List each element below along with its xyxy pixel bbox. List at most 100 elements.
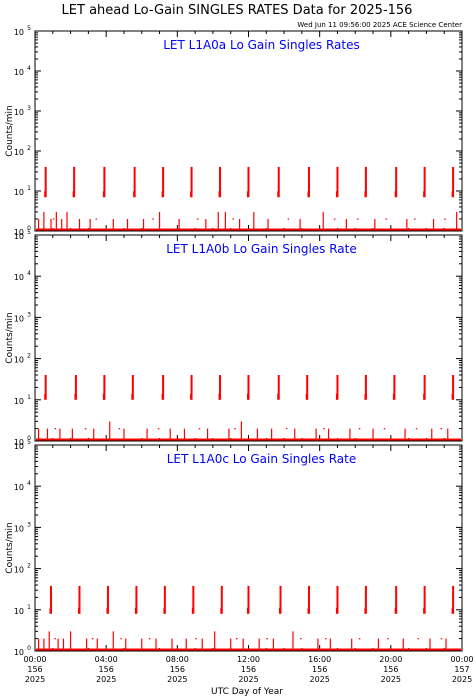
y-tick-exponent: 3: [27, 311, 31, 318]
data-point: [148, 638, 151, 640]
y-tick-exponent: 4: [27, 65, 31, 72]
y-tick-label: 10: [14, 483, 24, 492]
y-tick-exponent: 5: [27, 229, 31, 236]
data-point: [157, 428, 160, 430]
x-tick-label-day: 156: [312, 665, 327, 674]
x-tick-label-time: 12:00: [237, 655, 260, 664]
data-point: [95, 218, 97, 220]
y-tick-label: 10: [14, 188, 24, 197]
x-tick-label-year: 2025: [381, 675, 401, 684]
data-point: [54, 638, 57, 640]
plot-frame: [34, 444, 463, 652]
y-tick-exponent: 1: [27, 394, 31, 401]
y-tick-exponent: 3: [27, 105, 31, 112]
data-point: [415, 428, 418, 430]
panel-title: LET L1A0a Lo Gain Singles Rates: [163, 38, 360, 52]
data-point: [285, 428, 288, 430]
y-tick-label: 10: [14, 607, 24, 616]
x-tick-label-time: 00:00: [23, 655, 46, 664]
y-tick-label: 10: [14, 438, 24, 447]
x-tick-label-year: 2025: [238, 675, 258, 684]
y-tick-label: 10: [14, 524, 24, 533]
timestamp: Wed Jun 11 09:56:00 2025 ACE Science Cen…: [297, 21, 462, 29]
y-axis-label: Counts/min: [5, 522, 15, 573]
data-point: [417, 638, 420, 640]
data-point: [358, 638, 361, 640]
y-tick-label: 10: [14, 314, 24, 323]
data-point: [387, 638, 389, 640]
x-tick-label-day: 157: [454, 665, 469, 674]
y-tick-label: 10: [14, 148, 24, 157]
y-tick-exponent: 0: [27, 225, 31, 232]
y-tick-label: 10: [14, 68, 24, 77]
plot-frame: [34, 234, 463, 442]
data-point: [440, 428, 443, 430]
x-tick-label-year: 2025: [96, 675, 116, 684]
x-tick-label-year: 2025: [452, 675, 472, 684]
data-point: [54, 428, 57, 430]
data-point: [323, 428, 325, 430]
y-tick-label: 10: [14, 397, 24, 406]
data-point: [196, 218, 199, 220]
data-point: [385, 218, 387, 220]
y-tick-exponent: 3: [27, 521, 31, 528]
x-tick-label-day: 156: [99, 665, 114, 674]
x-tick-label-day: 156: [170, 665, 185, 674]
data-point: [333, 218, 336, 220]
y-tick-label: 10: [14, 356, 24, 365]
y-tick-label: 10: [14, 648, 24, 657]
y-tick-exponent: 1: [27, 185, 31, 192]
data-point: [266, 638, 268, 640]
y-tick-exponent: 4: [27, 480, 31, 487]
y-tick-label: 10: [14, 228, 24, 237]
data-point: [84, 428, 87, 430]
y-tick-label: 10: [14, 28, 24, 37]
panel-title: LET L1A0b Lo Gain Singles Rate: [166, 242, 357, 256]
chart-title: LET ahead Lo-Gain SINGLES RATES Data for…: [62, 3, 413, 18]
y-tick-exponent: 2: [27, 145, 31, 152]
x-tick-label-time: 04:00: [95, 655, 118, 664]
y-tick-exponent: 0: [27, 645, 31, 652]
x-tick-label-time: 08:00: [166, 655, 189, 664]
x-tick-label-time: 00:00: [450, 655, 473, 664]
y-tick-label: 10: [14, 273, 24, 282]
data-point: [300, 638, 302, 640]
data-point: [357, 218, 359, 220]
data-point: [287, 218, 290, 220]
data-point: [444, 218, 446, 220]
x-tick-label-day: 156: [383, 665, 398, 674]
x-tick-label-time: 16:00: [308, 655, 331, 664]
data-point: [236, 638, 238, 640]
plot-frame: [34, 30, 463, 232]
x-tick-label-day: 156: [241, 665, 256, 674]
data-point: [440, 638, 443, 640]
y-tick-exponent: 2: [27, 563, 31, 570]
x-tick-label-year: 2025: [25, 675, 45, 684]
data-point: [91, 638, 94, 640]
y-tick-exponent: 5: [27, 25, 31, 32]
x-tick-label-year: 2025: [167, 675, 187, 684]
x-tick-label-time: 20:00: [379, 655, 402, 664]
data-point: [195, 638, 197, 640]
y-tick-exponent: 2: [27, 353, 31, 360]
data-point: [120, 638, 122, 640]
data-point: [198, 428, 201, 430]
y-tick-label: 10: [14, 442, 24, 451]
y-tick-label: 10: [14, 566, 24, 575]
x-axis-label: UTC Day of Year: [211, 687, 283, 697]
data-point: [52, 218, 55, 220]
y-tick-label: 10: [14, 232, 24, 241]
y-tick-exponent: 5: [27, 439, 31, 446]
data-point: [358, 428, 361, 430]
y-tick-exponent: 1: [27, 604, 31, 611]
data-point: [152, 218, 154, 220]
y-axis-label: Counts/min: [5, 105, 15, 156]
x-tick-label-year: 2025: [309, 675, 329, 684]
data-point: [325, 638, 327, 640]
data-point: [383, 428, 386, 430]
